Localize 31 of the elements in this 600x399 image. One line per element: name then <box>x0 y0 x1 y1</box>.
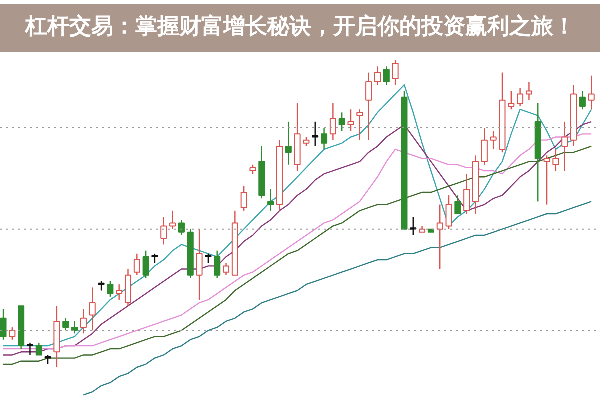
candlestick <box>472 155 480 215</box>
candlestick <box>579 90 586 110</box>
candlestick <box>80 308 87 334</box>
candlestick <box>196 228 203 301</box>
candlestick <box>366 72 372 141</box>
candlestick <box>178 220 185 236</box>
candlestick <box>312 121 319 148</box>
candlestick <box>134 253 140 276</box>
candlestick <box>268 188 274 212</box>
candlestick <box>72 320 78 334</box>
candlestick <box>526 81 532 102</box>
chart-title: 杠杆交易：掌握财富增长秘诀，开启你的投资赢利之旅！ <box>24 14 576 40</box>
candlestick <box>223 262 230 276</box>
candlestick <box>570 84 578 148</box>
candlestick <box>124 268 132 307</box>
candlestick <box>464 173 470 215</box>
candlestick <box>89 287 96 332</box>
candlestick <box>436 204 444 270</box>
candlestick <box>276 140 283 212</box>
candlestick <box>517 88 524 108</box>
candlestick <box>330 102 336 141</box>
candlestick <box>54 306 60 368</box>
candlestick <box>588 75 595 110</box>
candlestick <box>170 210 176 230</box>
candlestick <box>562 121 568 172</box>
candlestick <box>285 121 292 166</box>
candlestick <box>321 127 328 150</box>
candlestick <box>374 66 381 86</box>
candlestick <box>481 127 488 166</box>
candlestick <box>534 102 542 202</box>
candlestick <box>116 284 123 301</box>
